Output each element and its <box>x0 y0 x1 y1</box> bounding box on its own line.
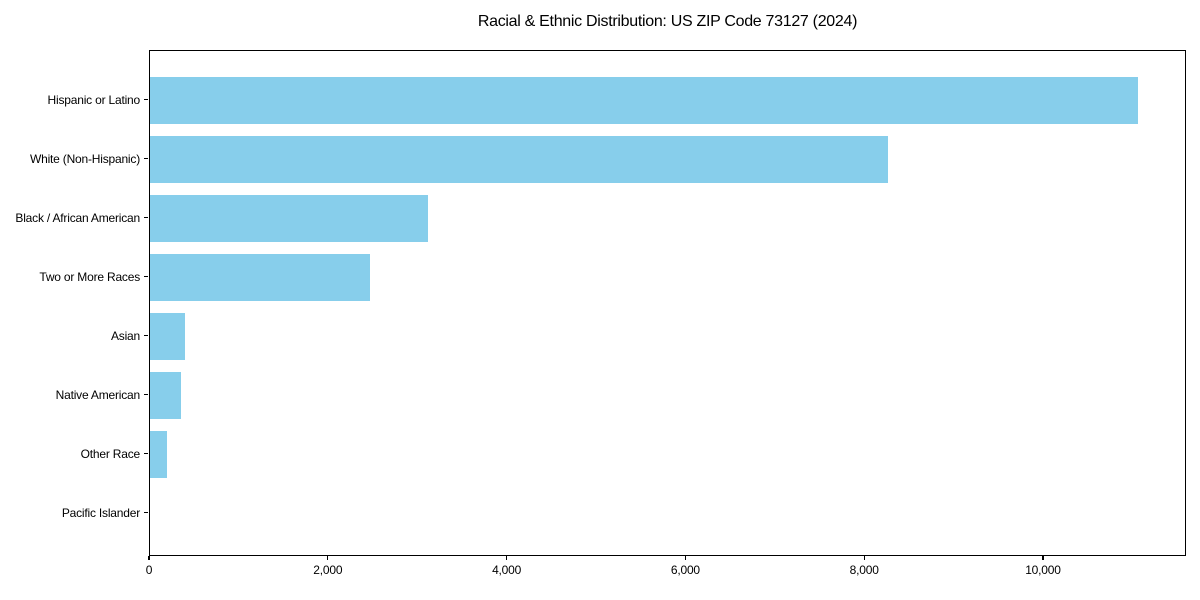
x-tick-label-6000: 6,000 <box>670 563 700 577</box>
y-tick-label-two-or-more-races: Two or More Races <box>39 269 140 284</box>
x-tick-mark <box>327 556 329 560</box>
y-tick-mark <box>144 452 148 455</box>
bar-native-american <box>150 372 182 419</box>
y-tick-label-hispanic-or-latino: Hispanic or Latino <box>47 92 141 107</box>
y-tick-mark <box>144 511 148 514</box>
y-tick-mark <box>144 334 148 337</box>
x-tick-label-4000: 4,000 <box>492 563 522 577</box>
bar-hispanic-or-latino <box>150 77 1138 124</box>
y-tick-label-black-african-american: Black / African American <box>15 210 140 225</box>
y-tick-label-pacific-islander: Pacific Islander <box>61 505 140 520</box>
bar-asian <box>150 313 186 360</box>
y-tick-label-native-american: Native American <box>55 387 141 402</box>
bar-two-or-more-races <box>150 254 371 301</box>
x-tick-mark <box>505 556 508 560</box>
y-tick-mark <box>144 275 148 278</box>
x-tick-label-0: 0 <box>145 563 153 577</box>
x-tick-mark <box>148 556 150 560</box>
y-tick-label-asian: Asian <box>110 328 140 343</box>
y-tick-mark <box>144 216 148 219</box>
y-tick-mark <box>144 98 148 101</box>
x-tick-label-10000: 10,000 <box>1025 563 1061 577</box>
bar-black-african-american <box>150 195 429 242</box>
y-tick-label-white-non-hispanic: White (Non-Hispanic) <box>29 151 140 166</box>
x-tick-label-8000: 8,000 <box>849 563 879 577</box>
bar-white-non-hispanic <box>150 136 889 183</box>
bar-other-race <box>150 431 167 478</box>
chart-title: Racial & Ethnic Distribution: US ZIP Cod… <box>477 13 858 30</box>
y-tick-mark <box>144 393 148 396</box>
x-tick-mark <box>863 556 865 560</box>
x-tick-mark <box>1042 556 1044 560</box>
x-tick-label-2000: 2,000 <box>313 563 343 577</box>
y-tick-mark <box>144 157 148 160</box>
x-tick-mark <box>684 556 686 560</box>
y-tick-label-other-race: Other Race <box>80 446 141 461</box>
plot-area <box>149 50 1186 556</box>
